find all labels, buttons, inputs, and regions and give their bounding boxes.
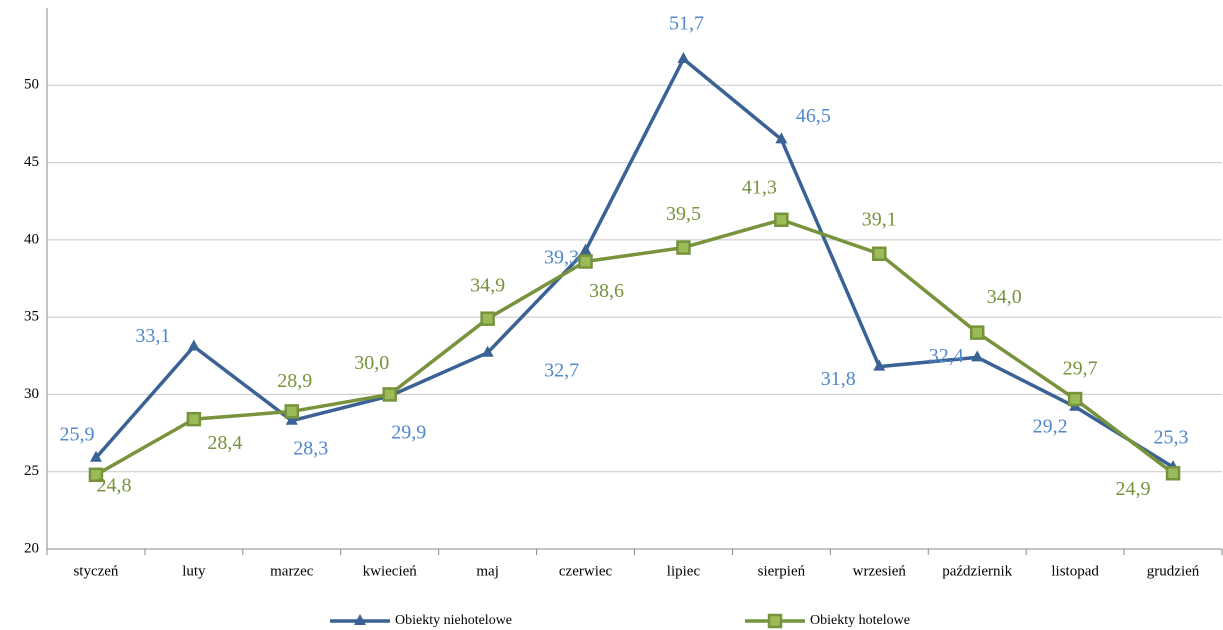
- data-label: 25,9: [59, 423, 94, 445]
- data-label: 25,3: [1154, 427, 1189, 449]
- legend-label: Obiekty hotelowe: [810, 613, 910, 628]
- x-tick-label: listopad: [1051, 563, 1099, 579]
- data-point: [775, 132, 788, 144]
- data-point: [774, 212, 789, 228]
- data-point: [872, 246, 887, 262]
- x-tick-label: październik: [942, 563, 1012, 579]
- x-tick-label: grudzień: [1147, 563, 1200, 579]
- data-label: 28,3: [293, 437, 328, 459]
- data-point: [971, 350, 984, 362]
- data-point: [481, 345, 494, 357]
- data-point: [187, 339, 200, 351]
- data-label: 38,6: [589, 280, 624, 302]
- data-label: 34,0: [987, 286, 1022, 308]
- x-tick-label: maj: [476, 563, 499, 579]
- data-label: 28,9: [277, 370, 312, 392]
- data-label: 32,7: [544, 359, 579, 381]
- data-label: 39,5: [666, 203, 701, 225]
- data-point: [1067, 391, 1083, 407]
- data-point: [88, 467, 104, 483]
- data-label: 46,5: [796, 105, 831, 127]
- x-tick-label: luty: [182, 563, 206, 579]
- data-label: 39,3: [544, 246, 579, 268]
- data-label: 34,9: [470, 274, 505, 296]
- data-label: 32,4: [929, 345, 964, 367]
- y-tick-label: 35: [24, 309, 39, 325]
- y-tick-label: 50: [24, 77, 39, 93]
- data-label: 41,3: [742, 176, 777, 198]
- data-point: [382, 387, 397, 402]
- y-tick-label: 30: [24, 386, 39, 402]
- series-line: [94, 57, 1174, 469]
- y-tick-label: 45: [24, 154, 39, 170]
- data-label: 29,7: [1063, 358, 1098, 380]
- x-tick-label: styczeń: [73, 563, 118, 579]
- x-tick-label: marzec: [270, 563, 314, 579]
- legend-marker: [767, 613, 783, 629]
- data-point: [969, 325, 985, 340]
- data-point: [285, 413, 298, 425]
- y-tick-label: 25: [24, 463, 39, 479]
- x-tick-label: sierpień: [758, 563, 806, 579]
- data-label: 24,9: [1116, 478, 1151, 500]
- y-tick-label: 40: [24, 231, 39, 247]
- legend-marker: [354, 614, 366, 625]
- data-point: [89, 450, 102, 462]
- data-label: 24,8: [96, 474, 131, 496]
- data-label: 28,4: [207, 432, 242, 454]
- data-point: [579, 243, 592, 255]
- data-point: [1165, 466, 1181, 481]
- data-label: 39,1: [862, 208, 897, 230]
- data-point: [677, 52, 690, 64]
- legend-label: Obiekty niehotelowe: [395, 613, 512, 628]
- data-point: [284, 404, 300, 419]
- x-tick-label: lipiec: [667, 563, 701, 579]
- data-label: 31,8: [821, 368, 856, 390]
- y-tick-label: 20: [24, 540, 39, 556]
- x-tick-label: czerwiec: [559, 563, 613, 579]
- data-point: [873, 359, 886, 371]
- data-point: [186, 411, 202, 427]
- data-label: 33,1: [135, 325, 170, 347]
- data-point: [578, 254, 593, 269]
- series-line: [95, 218, 1175, 477]
- data-label: 51,7: [669, 13, 704, 35]
- x-tick-label: kwiecień: [363, 563, 418, 579]
- data-point: [676, 240, 691, 255]
- data-point: [480, 311, 495, 326]
- data-label: 30,0: [354, 352, 389, 374]
- data-label: 29,2: [1033, 415, 1068, 437]
- x-tick-label: wrzesień: [853, 563, 907, 579]
- data-label: 29,9: [391, 422, 426, 444]
